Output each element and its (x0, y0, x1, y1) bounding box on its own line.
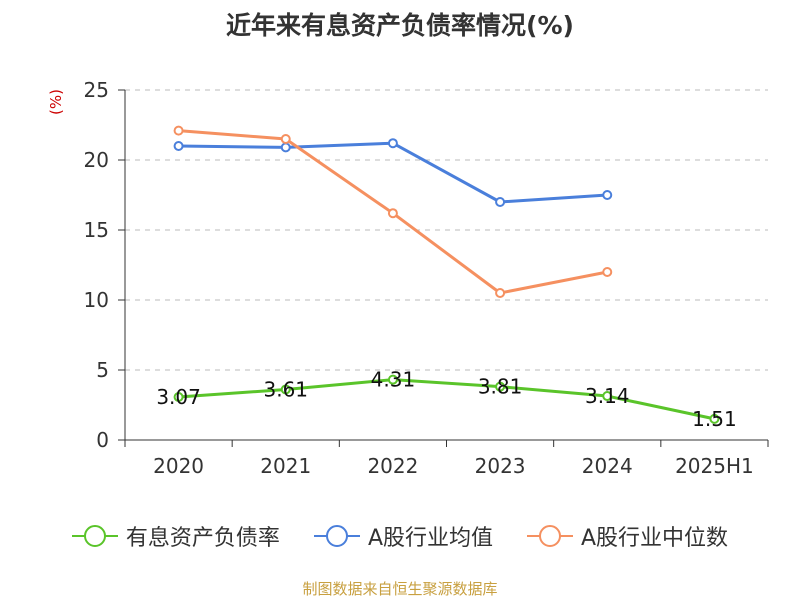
data-label: 3.61 (263, 377, 308, 401)
data-label: 3.81 (478, 375, 523, 399)
chart-title: 近年来有息资产负债率情况(%) (226, 11, 574, 40)
series-line-1 (178, 141, 608, 204)
legend-label: 有息资产负债率 (125, 526, 280, 551)
data-point (709, 413, 720, 424)
data-source-note: 制图数据来自恒生聚源数据库 (302, 580, 498, 598)
axes: 0 5 10 15 20 25 2020 2021 2022 2023 2024 2025H1 (84, 78, 769, 478)
data-label: 1.51 (692, 407, 737, 431)
data-point (173, 141, 184, 151)
y-tick-label: 25 (84, 78, 109, 102)
y-tick-label: 20 (84, 148, 109, 172)
x-tick-label: 2024 (582, 454, 633, 478)
data-label: 3.14 (585, 384, 630, 408)
data-point (387, 374, 398, 385)
data-point (173, 392, 184, 403)
data-point (602, 267, 613, 277)
y-tick-label: 5 (96, 358, 109, 382)
legend-label: A股行业中位数 (581, 526, 729, 551)
x-tick-label: 2023 (475, 454, 526, 478)
legend-item-interest-debt-ratio[interactable]: 有息资产负债率 (71, 520, 280, 552)
x-tick-label: 2021 (260, 454, 311, 478)
y-tick-label: 0 (96, 428, 109, 452)
x-tick-label: 2025H1 (675, 454, 754, 478)
data-label: 3.07 (156, 385, 201, 409)
data-point (495, 381, 506, 392)
data-label: 4.31 (371, 368, 416, 392)
legend-item-industry-mean[interactable]: A股行业均值 (313, 520, 493, 552)
legend-marker-blue-icon (313, 524, 360, 548)
legend: 有息资产负债率 A股行业均值 A股行业中位数 (0, 520, 800, 552)
data-point (280, 142, 291, 153)
series-lines (173, 125, 720, 424)
legend-label: A股行业均值 (367, 526, 493, 551)
data-point (280, 134, 291, 144)
data-point (173, 125, 184, 136)
data-point (602, 391, 613, 402)
y-tick-label: 10 (84, 288, 109, 312)
series-line-0 (178, 378, 715, 421)
data-point (495, 288, 506, 298)
x-tick-label: 2020 (153, 454, 204, 478)
grid-lines (125, 89, 768, 371)
x-tick-label: 2022 (367, 454, 418, 478)
legend-item-industry-median[interactable]: A股行业中位数 (527, 520, 728, 552)
data-point (495, 197, 506, 207)
data-point (280, 384, 291, 395)
y-tick-label: 15 (84, 218, 109, 242)
legend-marker-orange-icon (527, 524, 573, 548)
data-labels: 3.07 3.61 4.31 3.81 3.14 1.51 (156, 368, 736, 431)
data-point (602, 190, 613, 200)
data-point (387, 208, 398, 219)
legend-marker-green-icon (71, 524, 118, 548)
data-point (387, 138, 398, 149)
